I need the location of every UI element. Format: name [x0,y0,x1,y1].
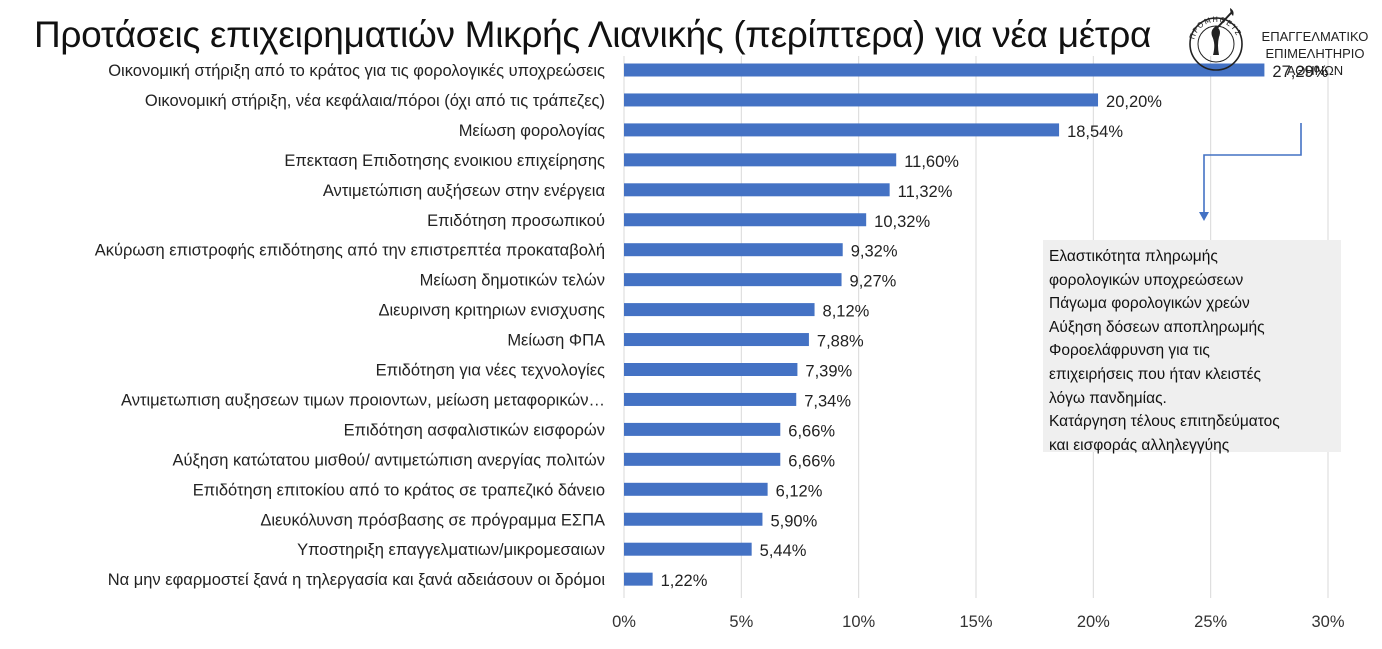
arrow-head-icon [1199,212,1209,221]
bar [624,333,809,347]
bar [624,512,763,526]
bar [624,273,842,287]
note-line: φορολογικών υποχρεώσεων [1049,271,1244,289]
value-label: 1,22% [661,572,708,590]
value-label: 10,32% [874,213,930,231]
chamber-name-line: ΕΠΑΓΓΕΛΜΑΤΙΚΟ [1261,29,1369,44]
x-tick-label: 20% [1077,613,1110,631]
value-label: 9,32% [851,243,898,261]
category-label: Επιδότηση για νέες τεχνολογίες [376,362,605,380]
bar [624,363,798,376]
x-tick-label: 15% [959,613,992,631]
value-label: 8,12% [823,303,870,321]
bar [624,303,815,317]
note-line: Πάγωμα φορολογικών χρεών [1049,295,1250,313]
value-label: 7,34% [804,392,851,410]
category-label: Να μην εφαρμοστεί ξανά η τηλεργασία και … [108,571,606,589]
category-label: Οικονομική στήριξη από το κράτος για τις… [108,62,605,80]
value-label: 20,20% [1106,93,1162,111]
bar [624,63,1265,77]
category-label: Επιδότηση προσωπικού [427,212,605,230]
category-label: Μείωση ΦΠΑ [507,332,605,350]
category-label: Επεκταση Επιδοτησης ενοικιου επιχείρησης [284,152,605,170]
value-label: 6,66% [788,452,835,470]
x-tick-label: 5% [729,613,753,631]
note-line: και εισφοράς αλληλεγγύης [1049,436,1230,454]
value-label: 6,12% [776,482,823,500]
value-label: 27,29% [1272,63,1328,81]
category-label: Αύξηση κατώτατου μισθού/ αντιμετώπιση αν… [173,451,605,469]
chamber-name-line: ΕΠΙΜΕΛΗΤΗΡΙΟ [1265,46,1365,61]
note-line: Ελαστικότητα πληρωμής [1049,248,1218,265]
category-label: Ακύρωση επιστροφής επιδότησης από την επ… [95,242,605,260]
category-label: Οικονομική στήριξη, νέα κεφάλαια/πόροι (… [145,92,605,110]
chart-title: Προτάσεις επιχειρηματιών Μικρής Λιανικής… [34,14,1152,55]
x-tick-label: 0% [612,613,636,631]
x-tick-label: 25% [1194,613,1227,631]
category-label: Αντιμετώπιση αυξήσεων στην ενέργεια [323,182,606,200]
value-label: 5,44% [760,542,807,560]
chamber-logo-icon: ΠΡΟΜΗΘΕΥΣ [1188,8,1243,71]
bar [624,213,867,227]
bar [624,572,653,586]
value-label: 5,90% [770,512,817,530]
chamber-name-line: ΑΘΗΝΩΝ [1286,63,1344,78]
note-line: Αύξηση δόσεων αποπληρωμής [1049,318,1265,336]
bar [624,392,797,406]
bar [624,183,890,197]
bar [624,153,897,167]
value-label: 18,54% [1067,123,1123,141]
bar [624,542,752,556]
value-label: 11,60% [904,153,959,171]
bar [624,452,781,466]
note-line: Φοροελάφρυνση για τις [1049,342,1210,360]
x-tick-label: 10% [842,613,875,631]
category-label: Διευκόλυνση πρόσβασης σε πρόγραμμα ΕΣΠΑ [260,511,605,529]
value-label: 7,88% [817,333,864,351]
x-tick-label: 30% [1311,613,1344,631]
value-label: 6,66% [788,422,835,440]
tax-measures-note: Ελαστικότητα πληρωμής φορολογικών υποχρε… [1043,240,1341,454]
note-line: επιχειρήσεις που ήταν κλειστές [1049,365,1262,383]
chamber-name: ΕΠΑΓΓΕΛΜΑΤΙΚΟ ΕΠΙΜΕΛΗΤΗΡΙΟ ΑΘΗΝΩΝ [1250,28,1380,79]
connector-arrow [1203,123,1302,213]
value-label: 9,27% [850,273,897,291]
bar [624,243,843,257]
category-label: Υποστηριξη επαγγελματιων/μικρομεσαιων [297,541,605,559]
bar [624,482,768,496]
bar [624,93,1099,107]
category-label: Διευρινση κριτηριων ενισχυσης [378,302,605,320]
note-line: λόγω πανδημίας. [1049,389,1167,407]
category-label: Αντιμετωπιση αυξησεων τιμων προιοντων, μ… [121,391,605,409]
category-label: Επιδότηση επιτοκίου από το κράτος σε τρα… [193,481,605,499]
category-label: Μείωση δημοτικών τελών [420,272,605,290]
note-line: Κατάργηση τέλους επιτηδεύματος [1049,413,1280,431]
bar [624,123,1060,137]
category-label: Επιδότηση ασφαλιστικών εισφορών [344,421,605,439]
bar [624,422,781,436]
value-label: 11,32% [898,183,953,201]
value-label: 7,39% [805,363,852,381]
category-label: Μείωση φορολογίας [459,122,605,140]
